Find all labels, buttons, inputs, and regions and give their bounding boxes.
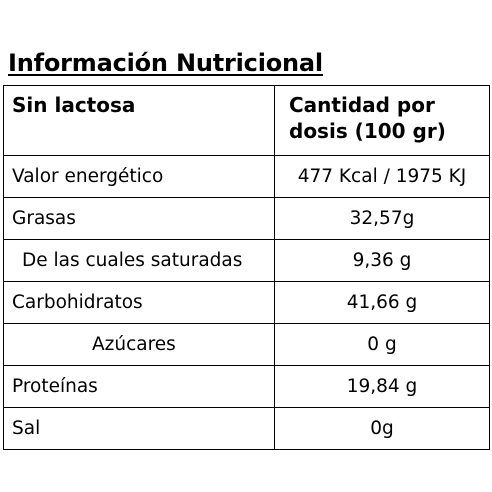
row-label: Carbohidratos [3,281,275,324]
row-label: Proteínas [3,365,275,408]
row-label: Sal [3,407,275,450]
header-amount-line2: dosis (100 gr) [289,119,446,143]
header-label: Sin lactosa [3,85,275,156]
table-header-row: Sin lactosa Cantidad por dosis (100 gr) [3,85,490,156]
row-label: Grasas [3,197,275,240]
table-row: Proteínas 19,84 g [3,365,490,408]
nutrition-table: Sin lactosa Cantidad por dosis (100 gr) V… [3,85,490,450]
table-row: Grasas 32,57g [3,197,490,240]
row-value: 32,57g [274,197,490,240]
header-amount-line1: Cantidad por [289,93,435,117]
row-value: 0g [274,407,490,450]
row-label: Azúcares [3,323,275,366]
table-row: Carbohidratos 41,66 g [3,281,490,324]
header-amount: Cantidad por dosis (100 gr) [274,85,490,156]
row-value: 0 g [274,323,490,366]
row-value: 19,84 g [274,365,490,408]
table-row: Sal 0g [3,407,490,450]
row-value: 9,36 g [274,239,490,282]
table-title: Información Nutricional [8,49,323,77]
table-row: Azúcares 0 g [3,323,490,366]
table-row: De las cuales saturadas 9,36 g [3,239,490,282]
row-value: 477 Kcal / 1975 KJ [274,155,490,198]
table-row: Valor energético 477 Kcal / 1975 KJ [3,155,490,198]
header-label-text: Sin lactosa [12,93,136,117]
row-label: Valor energético [3,155,275,198]
row-value: 41,66 g [274,281,490,324]
row-label: De las cuales saturadas [3,239,275,282]
